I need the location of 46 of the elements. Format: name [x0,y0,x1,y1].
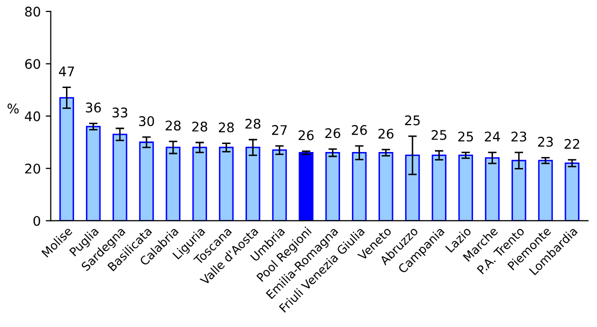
bar [298,152,314,221]
bar [564,162,580,221]
y-tick-label: 60 [25,58,40,69]
bar [139,142,154,221]
bar [192,146,208,221]
data-label: 28 [166,120,181,131]
data-label: 28 [192,122,208,132]
bar [86,126,101,221]
data-label: 47 [58,66,74,76]
bar [218,146,234,221]
data-label: 26 [378,128,394,139]
bar [325,152,340,221]
data-label: 30 [139,116,154,126]
data-label: 33 [112,108,128,118]
data-label: 28 [218,122,234,132]
data-label: 22 [564,138,580,149]
bar [432,154,446,221]
bar [166,146,180,221]
y-axis-title: % [8,104,19,114]
data-label: 28 [245,118,260,129]
data-label: 36 [86,102,101,113]
bar [484,157,500,221]
bar [59,97,74,221]
data-label: 25 [458,132,473,142]
y-tick-label: 0 [34,216,40,226]
data-label: 25 [405,115,420,126]
bar [405,154,420,221]
bar [378,152,394,221]
data-label: 26 [298,130,314,140]
data-label: 27 [272,125,287,135]
bar [512,160,526,221]
data-label: 24 [484,132,500,142]
bar [112,134,128,221]
data-label: 25 [432,130,446,140]
bar [458,154,474,221]
data-label: 26 [352,125,367,136]
data-label: 26 [325,128,340,138]
y-tick-label: 40 [24,111,40,122]
data-label: 23 [511,132,526,142]
y-tick-label: 20 [25,164,40,174]
bar [246,146,260,221]
bar [538,160,553,221]
y-tick-label: 80 [25,6,40,17]
bar [352,152,367,221]
bar [272,149,287,221]
data-label: 23 [538,136,553,147]
